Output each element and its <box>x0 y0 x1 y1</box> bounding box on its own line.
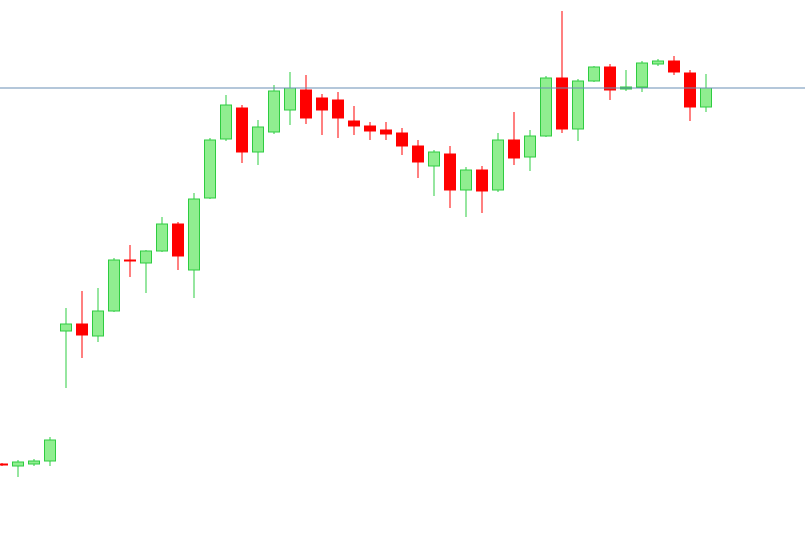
candle-body <box>60 323 72 332</box>
candle-body <box>284 87 296 111</box>
candle-body <box>556 77 568 130</box>
candle-body <box>92 310 104 337</box>
candle-body <box>380 129 392 135</box>
candle-body <box>316 97 328 111</box>
candle-body <box>428 151 440 167</box>
candle-body <box>300 89 312 119</box>
candle-body <box>188 198 200 271</box>
candle-body <box>44 439 56 462</box>
candle-body <box>700 87 712 108</box>
candle-body <box>636 62 648 88</box>
candle-body <box>124 259 136 262</box>
candle-body <box>540 77 552 137</box>
candle-body <box>652 60 664 65</box>
candle-body <box>332 99 344 119</box>
candle-body <box>12 461 24 467</box>
candle-body <box>476 169 488 192</box>
candle-body <box>412 145 424 163</box>
candle-body <box>396 132 408 147</box>
candle-body <box>524 135 536 158</box>
candle-body <box>572 80 584 130</box>
candle-body <box>236 107 248 153</box>
candle-body <box>668 60 680 73</box>
candle-body <box>252 126 264 153</box>
candle-body <box>156 223 168 252</box>
candle-body <box>364 125 376 132</box>
candle-body <box>508 139 520 159</box>
candle-body <box>588 66 600 82</box>
candle-body <box>204 139 216 199</box>
candle-body <box>0 463 8 466</box>
candle-body <box>684 72 696 108</box>
candle-body <box>28 460 40 465</box>
candle-body <box>348 120 360 127</box>
candle-body <box>140 250 152 264</box>
candle-body <box>76 323 88 336</box>
candle-body <box>172 223 184 257</box>
candle-body <box>604 66 616 91</box>
candle-body <box>268 90 280 133</box>
candle-body <box>220 104 232 140</box>
candle-body <box>444 153 456 191</box>
candle-body <box>492 139 504 191</box>
candle-body <box>108 259 120 312</box>
candle-body <box>460 169 472 191</box>
